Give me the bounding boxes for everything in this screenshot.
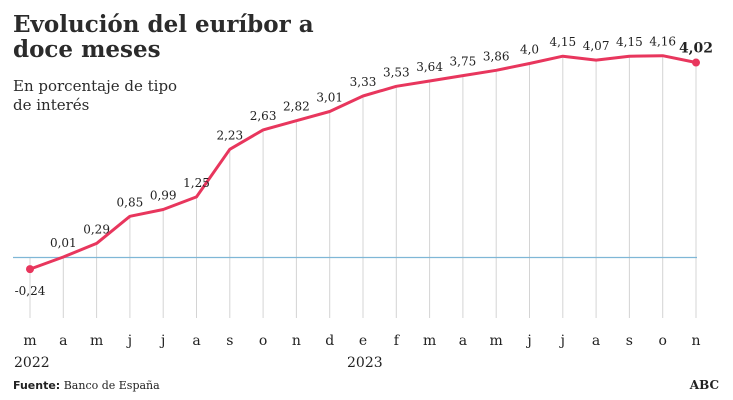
end-point — [692, 58, 700, 67]
data-label: 4,0 — [520, 43, 539, 57]
chart-subtitle: En porcentaje de tipo de interés — [13, 77, 178, 114]
data-label: 2,82 — [283, 100, 310, 114]
data-label: 2,63 — [250, 109, 277, 123]
source-label: Fuente: — [13, 379, 61, 392]
data-label: 4,15 — [616, 35, 643, 49]
x-tick-label: m — [490, 333, 503, 349]
x-tick-label: s — [626, 333, 633, 349]
x-tick-label: a — [592, 333, 600, 349]
x-tick-label: a — [192, 333, 200, 349]
year-label: 2023 — [347, 355, 383, 371]
series-line — [26, 54, 700, 274]
data-label: 0,01 — [50, 236, 77, 250]
data-label: 2,23 — [216, 128, 243, 142]
x-tick-label: d — [325, 333, 334, 349]
data-label: 3,64 — [416, 60, 443, 74]
data-label: 4,15 — [549, 35, 576, 49]
x-tick-label: s — [226, 333, 233, 349]
data-label: 3,75 — [450, 55, 477, 69]
x-tick-label: o — [658, 333, 666, 349]
year-label: 2022 — [14, 355, 50, 371]
series-line-path — [28, 54, 698, 271]
x-tick-label: n — [292, 333, 301, 349]
x-tick-label: a — [459, 333, 467, 349]
brand-logo-text: ABC — [689, 378, 719, 392]
data-label: 4,07 — [583, 39, 610, 53]
data-label: 0,99 — [150, 188, 177, 202]
data-label: 1,25 — [183, 176, 210, 190]
data-label: 3,01 — [316, 91, 343, 105]
x-tick-label: o — [259, 333, 267, 349]
source-note: Fuente: Banco de España — [13, 379, 160, 392]
x-axis: m a m j j a s o n d e f m a m j j a s o n 2022 2023 — [14, 333, 701, 371]
x-tick-label: e — [359, 333, 367, 349]
x-tick-label: j — [525, 333, 531, 349]
data-label: 3,86 — [483, 49, 510, 63]
x-tick-label: a — [59, 333, 67, 349]
data-label: 4,02 — [679, 41, 713, 57]
data-label: 3,53 — [383, 65, 410, 79]
data-label: -0,24 — [15, 284, 46, 298]
x-tick-label: j — [126, 333, 132, 349]
x-tick-label: j — [159, 333, 165, 349]
data-label: 0,29 — [83, 222, 110, 236]
gridlines — [29, 55, 697, 318]
chart-title: Evolución del euríbor a doce meses — [13, 11, 314, 63]
x-tick-label: n — [691, 333, 700, 349]
data-label: 4,16 — [649, 35, 676, 49]
source-text: Banco de España — [60, 379, 160, 392]
x-tick-label: f — [394, 333, 401, 349]
data-label: 3,33 — [350, 75, 377, 89]
start-point — [26, 265, 34, 274]
data-label: 0,85 — [117, 195, 144, 209]
x-tick-label: m — [423, 333, 436, 349]
x-tick-label: m — [90, 333, 103, 349]
x-tick-label: j — [559, 333, 565, 349]
x-tick-label: m — [23, 333, 36, 349]
data-labels: -0,24 0,01 0,29 0,85 0,99 1,25 2,23 2,63 2,82 3,0… — [15, 35, 713, 298]
